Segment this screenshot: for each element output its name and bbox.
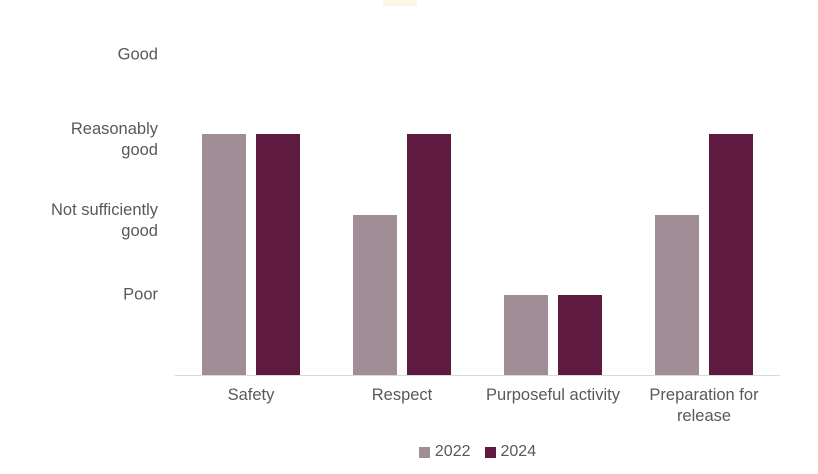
top-edge-artifact [383,0,417,6]
x-tick-purposeful-activity: Purposeful activity [486,386,620,404]
x-tick-respect: Respect [371,386,433,404]
bar-2022-preparation-for-release [655,214,700,375]
y-tick-reasonably-good: Reasonably good [70,119,158,159]
x-axis-line [175,375,780,376]
legend-swatch-2024 [484,446,496,458]
legend-label-2022: 2022 [434,443,471,460]
y-tick-poor: Poor [123,285,158,304]
bar-2022-respect [352,214,397,375]
legend: 2022 2024 [175,443,780,461]
bar-2024-safety [255,133,300,375]
bar-2022-purposeful-activity [504,295,549,375]
legend-item-2022: 2022 [418,443,471,461]
y-tick-good: Good [117,45,158,64]
bar-2024-purposeful-activity [558,295,603,375]
bar-2024-preparation-for-release [709,133,754,375]
x-tick-safety: Safety [227,386,275,404]
x-tick-preparation-for-release: Preparation for release [649,386,759,425]
y-tick-not-sufficiently-good: Not sufficiently good [51,200,158,240]
bar-2022-safety [201,133,246,375]
legend-swatch-2022 [418,446,430,458]
legend-label-2024: 2024 [500,443,537,460]
bar-2024-respect [406,133,451,375]
legend-item-2024: 2024 [484,443,537,461]
